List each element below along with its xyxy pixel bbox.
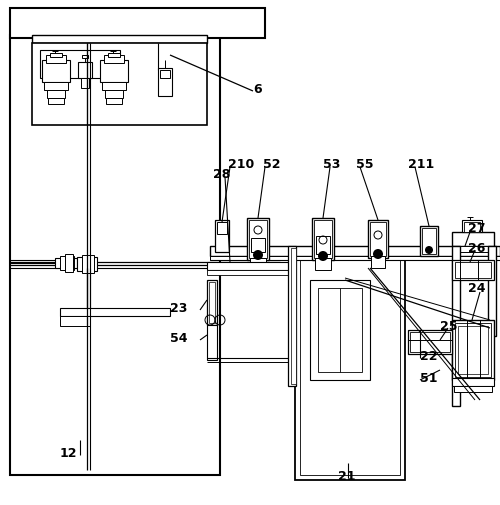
Bar: [368, 220, 388, 258]
Bar: [210, 256, 500, 260]
Text: 25: 25: [440, 320, 458, 333]
Bar: [207, 262, 292, 270]
Bar: [249, 220, 267, 258]
Bar: [454, 386, 492, 392]
Bar: [316, 236, 330, 254]
Text: 24: 24: [468, 282, 485, 295]
Text: 28: 28: [213, 168, 230, 181]
Bar: [455, 246, 491, 252]
Bar: [458, 326, 488, 374]
Bar: [371, 256, 385, 268]
Bar: [60, 256, 74, 270]
Bar: [315, 258, 331, 270]
Bar: [310, 280, 370, 380]
Bar: [40, 50, 120, 78]
Bar: [108, 53, 120, 57]
Bar: [452, 232, 494, 246]
Text: 210: 210: [228, 158, 254, 171]
Bar: [464, 222, 480, 232]
Bar: [100, 60, 128, 82]
Bar: [455, 262, 491, 278]
Circle shape: [373, 249, 383, 259]
Bar: [295, 250, 405, 480]
Bar: [250, 258, 266, 270]
Circle shape: [318, 251, 328, 261]
Bar: [160, 70, 170, 78]
Bar: [32, 43, 207, 125]
Bar: [452, 378, 494, 386]
Bar: [44, 82, 68, 90]
Bar: [106, 98, 122, 104]
Bar: [102, 82, 126, 90]
Text: 55: 55: [356, 158, 374, 171]
Bar: [488, 246, 496, 336]
Bar: [48, 98, 64, 104]
Bar: [422, 228, 436, 254]
Bar: [32, 35, 207, 43]
Bar: [60, 308, 170, 316]
Bar: [60, 316, 90, 326]
Text: 52: 52: [263, 158, 280, 171]
Bar: [65, 254, 73, 272]
Bar: [462, 220, 482, 232]
Bar: [410, 332, 450, 352]
Bar: [50, 53, 62, 57]
Text: 12: 12: [60, 447, 78, 460]
Bar: [247, 218, 269, 260]
Text: 211: 211: [408, 158, 434, 171]
Bar: [105, 90, 123, 98]
Bar: [78, 62, 92, 78]
Circle shape: [253, 250, 263, 260]
Bar: [46, 55, 66, 63]
Circle shape: [425, 246, 433, 254]
Bar: [10, 35, 220, 475]
Text: 21: 21: [338, 470, 355, 483]
Bar: [81, 78, 89, 88]
Text: 6: 6: [253, 83, 262, 96]
Bar: [251, 238, 265, 252]
Text: 26: 26: [468, 242, 485, 255]
Bar: [210, 246, 500, 256]
Bar: [207, 280, 217, 325]
Bar: [209, 282, 215, 323]
Bar: [55, 258, 77, 268]
Bar: [452, 246, 460, 406]
Text: 53: 53: [323, 158, 340, 171]
Bar: [370, 222, 386, 256]
Bar: [291, 248, 296, 384]
Text: 27: 27: [468, 222, 485, 235]
Bar: [300, 255, 400, 475]
Bar: [104, 55, 124, 63]
Bar: [420, 226, 438, 256]
Bar: [288, 246, 296, 386]
Bar: [314, 220, 332, 258]
Bar: [158, 68, 172, 96]
Bar: [207, 270, 292, 275]
Bar: [455, 323, 491, 377]
Bar: [408, 330, 452, 354]
Bar: [215, 220, 229, 252]
Bar: [82, 255, 94, 273]
Bar: [82, 55, 88, 58]
Bar: [207, 325, 217, 360]
Text: 22: 22: [420, 350, 438, 363]
Bar: [77, 257, 97, 271]
Bar: [10, 8, 265, 38]
Text: 54: 54: [170, 332, 188, 345]
Bar: [318, 288, 362, 372]
Bar: [42, 60, 70, 82]
Bar: [312, 218, 334, 260]
Bar: [452, 260, 494, 280]
Text: 51: 51: [420, 372, 438, 385]
Bar: [452, 320, 494, 380]
Text: 23: 23: [170, 302, 188, 315]
Bar: [217, 222, 227, 234]
Bar: [47, 90, 65, 98]
